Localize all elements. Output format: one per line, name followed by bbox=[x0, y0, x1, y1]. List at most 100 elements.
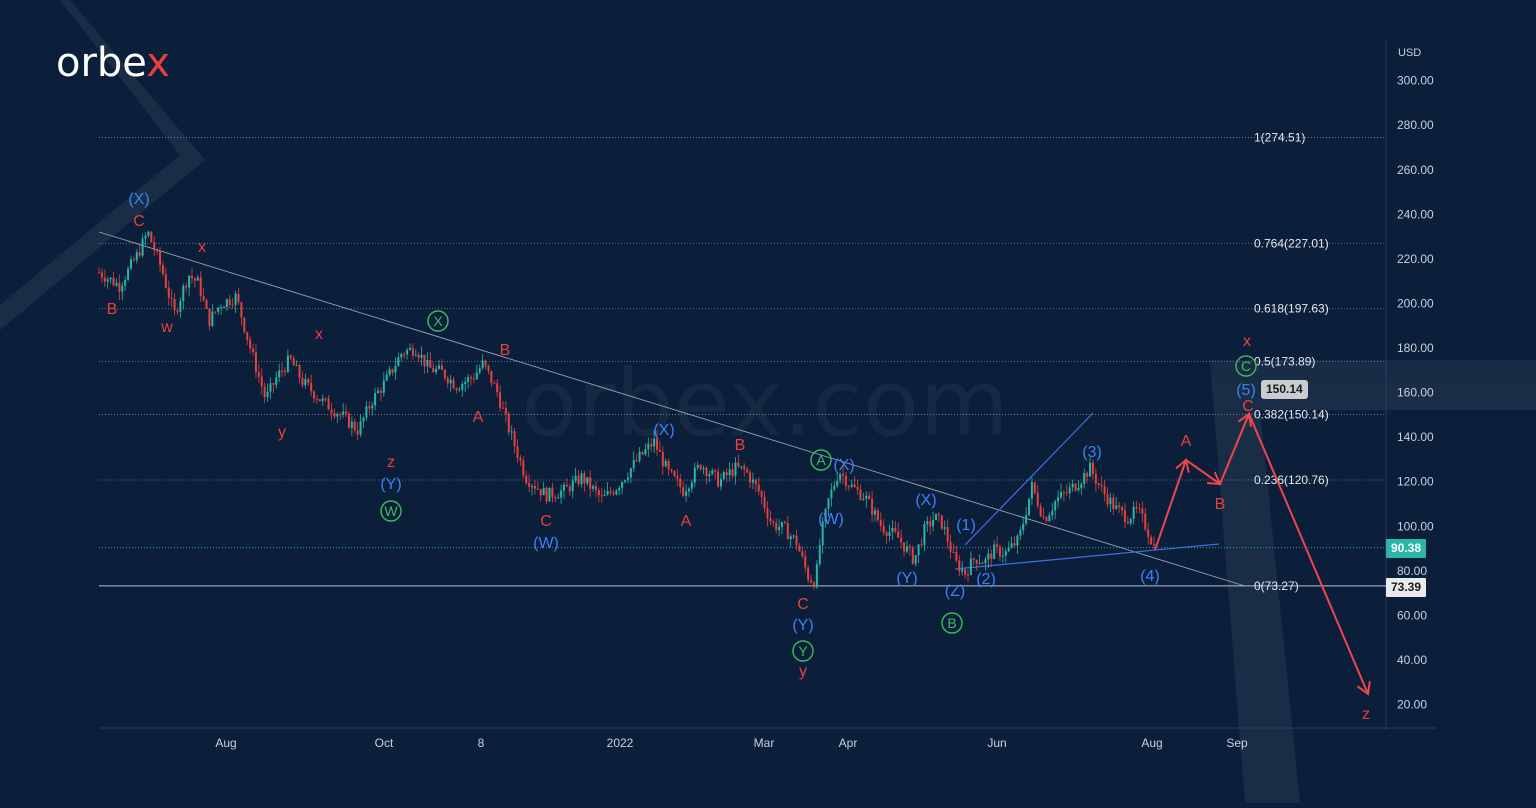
candle-body bbox=[769, 518, 772, 522]
zero-level-price-badge: 73.39 bbox=[1386, 578, 1427, 597]
candle-body bbox=[632, 460, 635, 469]
candle-body bbox=[1045, 517, 1048, 522]
candle-body bbox=[990, 553, 993, 560]
lower-channel-line bbox=[954, 543, 1220, 570]
candle-body bbox=[408, 347, 411, 350]
candle-body bbox=[272, 383, 275, 385]
wave-label: (5) bbox=[1236, 382, 1256, 399]
candle-body bbox=[935, 513, 938, 521]
candle-body bbox=[594, 486, 597, 491]
candle-body bbox=[420, 354, 423, 358]
candle-body bbox=[403, 354, 406, 356]
candle-body bbox=[458, 389, 461, 391]
candle-body bbox=[1109, 497, 1112, 505]
candle-body bbox=[571, 480, 574, 492]
circled-wave-label: X bbox=[433, 313, 443, 329]
candle-body bbox=[862, 498, 865, 500]
wave-label: A bbox=[473, 409, 484, 426]
wave-label: w bbox=[160, 319, 173, 336]
candle-body bbox=[298, 364, 301, 378]
candle-body bbox=[141, 238, 144, 256]
candle-body bbox=[475, 372, 478, 380]
candle-body bbox=[118, 282, 121, 292]
candle-body bbox=[780, 521, 783, 528]
candle-body bbox=[1135, 506, 1138, 509]
candle-body bbox=[592, 486, 595, 489]
candle-body bbox=[353, 421, 356, 431]
candle-body bbox=[388, 369, 391, 375]
candle-body bbox=[426, 359, 429, 367]
candle-body bbox=[545, 487, 548, 502]
candle-body bbox=[1080, 483, 1083, 489]
y-tick-label: 220.00 bbox=[1397, 252, 1434, 266]
wave-label: C bbox=[540, 513, 552, 530]
candle-body bbox=[667, 460, 670, 470]
candle-body bbox=[109, 277, 112, 280]
candle-body bbox=[961, 569, 964, 572]
fib-level-label: 0.5(173.89) bbox=[1254, 355, 1315, 369]
candle-body bbox=[958, 560, 961, 572]
candle-body bbox=[254, 352, 257, 373]
candle-body bbox=[286, 355, 289, 372]
candle-body bbox=[368, 406, 371, 409]
candle-body bbox=[1022, 523, 1025, 531]
candle-body bbox=[885, 532, 888, 537]
candle-body bbox=[135, 252, 138, 261]
candle-body bbox=[237, 293, 240, 303]
wave-label: (4) bbox=[1140, 568, 1160, 585]
y-tick-label: 100.00 bbox=[1397, 519, 1434, 533]
candle-body bbox=[946, 527, 949, 542]
circled-wave-ring bbox=[810, 449, 832, 471]
wave-label: (Y) bbox=[380, 476, 401, 493]
candle-body bbox=[987, 553, 990, 560]
candle-body bbox=[1071, 483, 1074, 488]
candle-body bbox=[249, 339, 252, 349]
candle-body bbox=[996, 544, 999, 547]
candle-body bbox=[1097, 483, 1100, 485]
candle-body bbox=[461, 384, 464, 390]
candle-body bbox=[1042, 516, 1045, 518]
wave-label: (W) bbox=[818, 511, 844, 528]
wave-label: y bbox=[278, 424, 286, 441]
candle-body bbox=[859, 489, 862, 500]
candle-body bbox=[112, 277, 115, 286]
fib-level-label: 0.764(227.01) bbox=[1254, 236, 1329, 250]
candle-body bbox=[1123, 510, 1126, 522]
y-tick-label: 120.00 bbox=[1397, 475, 1434, 489]
fib-level-label: 0.618(197.63) bbox=[1254, 302, 1329, 316]
candle-body bbox=[821, 521, 824, 546]
candle-body bbox=[810, 580, 813, 583]
candle-body bbox=[240, 302, 243, 318]
candle-body bbox=[548, 487, 551, 502]
candle-body bbox=[705, 467, 708, 477]
main-downtrend-line bbox=[98, 231, 1246, 587]
candle-body bbox=[876, 510, 879, 521]
candle-body bbox=[679, 478, 682, 488]
candle-body bbox=[905, 546, 908, 552]
candle-body bbox=[1016, 535, 1019, 546]
candle-body bbox=[757, 484, 760, 492]
y-tick-label: 240.00 bbox=[1397, 207, 1434, 221]
candle-body bbox=[295, 364, 298, 366]
candle-body bbox=[760, 491, 763, 498]
candle-body bbox=[560, 490, 563, 498]
circled-wave-label: C bbox=[1241, 358, 1251, 374]
candle-body bbox=[626, 477, 629, 481]
candle-body bbox=[301, 377, 304, 386]
candle-body bbox=[1106, 494, 1109, 505]
candle-body bbox=[833, 485, 836, 490]
candle-body bbox=[786, 523, 789, 540]
candle-body bbox=[347, 413, 350, 428]
candle-body bbox=[638, 451, 641, 461]
candle-body bbox=[717, 471, 720, 487]
candle-body bbox=[1030, 482, 1033, 499]
candle-body bbox=[188, 275, 191, 288]
candle-body bbox=[993, 544, 996, 560]
candle-body bbox=[318, 399, 321, 402]
candle-body bbox=[330, 409, 333, 413]
x-tick-label: Apr bbox=[839, 736, 858, 750]
candle-body bbox=[377, 390, 380, 394]
candle-body bbox=[1059, 492, 1062, 498]
candle-body bbox=[225, 299, 228, 307]
